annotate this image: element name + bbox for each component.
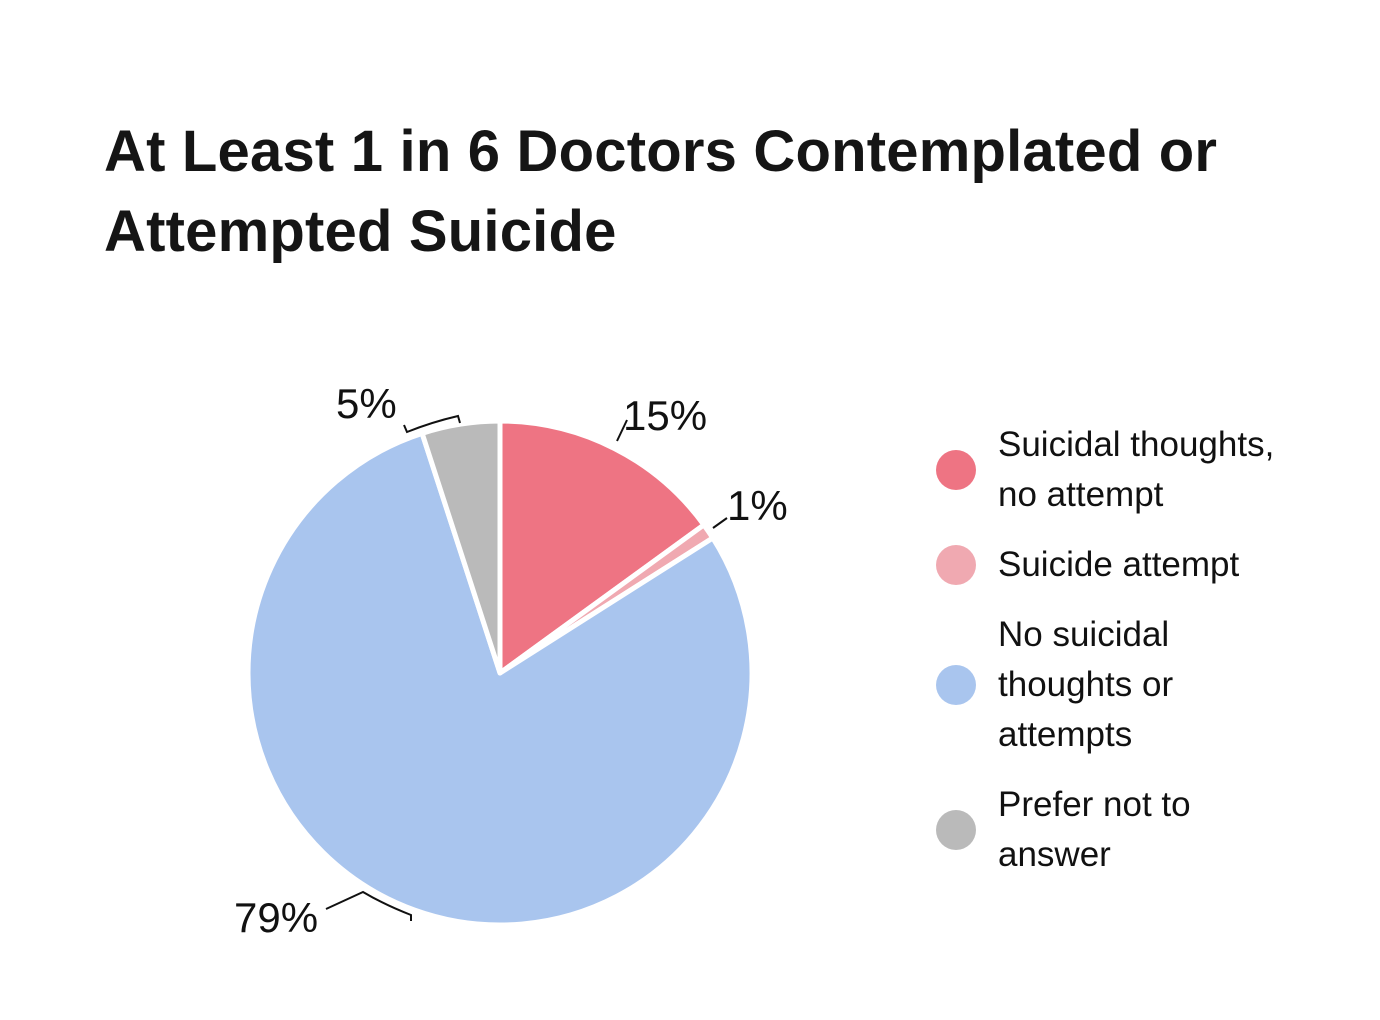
slice-label-1: 1%	[727, 482, 788, 529]
leader-line-5	[403, 414, 461, 434]
legend-item-prefer-not-to-answer: Prefer not to answer	[936, 780, 1356, 880]
leader-line-15	[616, 419, 628, 442]
legend-label: Suicide attempt	[998, 545, 1240, 584]
pie-slice-3	[419, 418, 503, 676]
legend-label: Prefer not to answer	[998, 785, 1191, 874]
legend-item-suicide-attempt: Suicide attempt	[936, 540, 1356, 590]
leader-line-79	[325, 890, 412, 921]
slice-label-79: 79%	[234, 894, 318, 941]
legend-item-suicidal-thoughts: Suicidal thoughts, no attempt	[936, 420, 1356, 520]
legend-item-no-suicidal-thoughts: No suicidal thoughts or attempts	[936, 610, 1356, 760]
legend-swatch-icon	[936, 665, 976, 705]
legend-swatch-icon	[936, 810, 976, 850]
pie-slice-0	[497, 418, 707, 676]
legend: Suicidal thoughts, no attempt Suicide at…	[936, 420, 1356, 900]
chart-title: At Least 1 in 6 Doctors Contemplated or …	[104, 119, 1218, 264]
pie-slices	[245, 418, 755, 928]
slice-label-5: 5%	[336, 380, 397, 427]
legend-label: No suicidal thoughts or attempts	[998, 615, 1174, 754]
pie-slice-2	[245, 430, 755, 928]
leader-lines	[325, 414, 728, 921]
legend-swatch-icon	[936, 450, 976, 490]
slice-label-15: 15%	[623, 392, 707, 439]
legend-label: Suicidal thoughts, no attempt	[998, 425, 1275, 514]
leader-line-1	[712, 517, 728, 529]
legend-swatch-icon	[936, 545, 976, 585]
